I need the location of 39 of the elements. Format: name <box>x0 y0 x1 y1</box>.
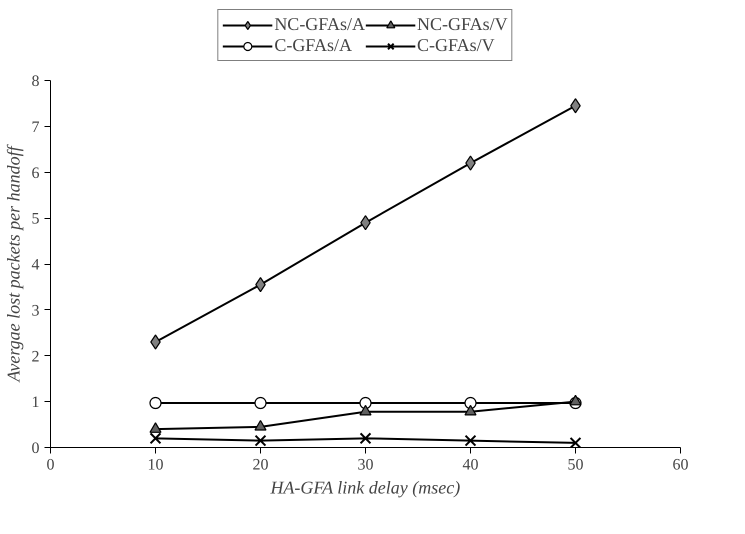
y-tick-label: 5 <box>32 210 40 228</box>
y-tick-label: 2 <box>32 348 40 366</box>
point <box>149 422 162 433</box>
x-axis-title: HA-GFA link delay (msec) <box>269 478 460 498</box>
x-tick-label: 60 <box>672 456 688 474</box>
point <box>254 396 267 410</box>
point <box>360 432 372 444</box>
point <box>254 434 266 447</box>
y-tick-label: 0 <box>32 440 40 457</box>
y-tick-label: 6 <box>32 164 40 182</box>
point <box>569 394 582 406</box>
y-tick-label: 3 <box>32 302 40 320</box>
y-tick-label: 1 <box>32 394 40 412</box>
x-tick-label: 50 <box>568 456 584 474</box>
x-tick-label: 10 <box>148 456 164 474</box>
legend-label: NC-GFAs/A <box>274 14 365 35</box>
point <box>464 396 477 410</box>
legend-label: C-GFAs/V <box>417 35 495 56</box>
y-axis-title: Avergae lost packets per handoff <box>4 143 24 383</box>
point <box>464 434 476 447</box>
point <box>359 396 372 410</box>
point <box>150 432 162 444</box>
x-tick-label: 30 <box>358 456 374 474</box>
point <box>570 98 581 114</box>
y-tick-label: 4 <box>32 256 40 274</box>
x-tick-label: 40 <box>462 456 478 474</box>
point <box>359 404 372 416</box>
legend-label: NC-GFAs/V <box>417 14 508 35</box>
x-tick-label: 0 <box>46 456 54 474</box>
point <box>254 420 267 431</box>
legend-label: C-GFAs/A <box>274 35 352 56</box>
y-tick-label: 7 <box>32 118 40 136</box>
point <box>360 215 371 230</box>
point <box>255 277 266 292</box>
point <box>464 404 477 416</box>
x-tick-label: 20 <box>252 456 268 474</box>
point <box>570 436 582 448</box>
y-tick-label: 8 <box>32 73 40 90</box>
point <box>149 396 162 410</box>
